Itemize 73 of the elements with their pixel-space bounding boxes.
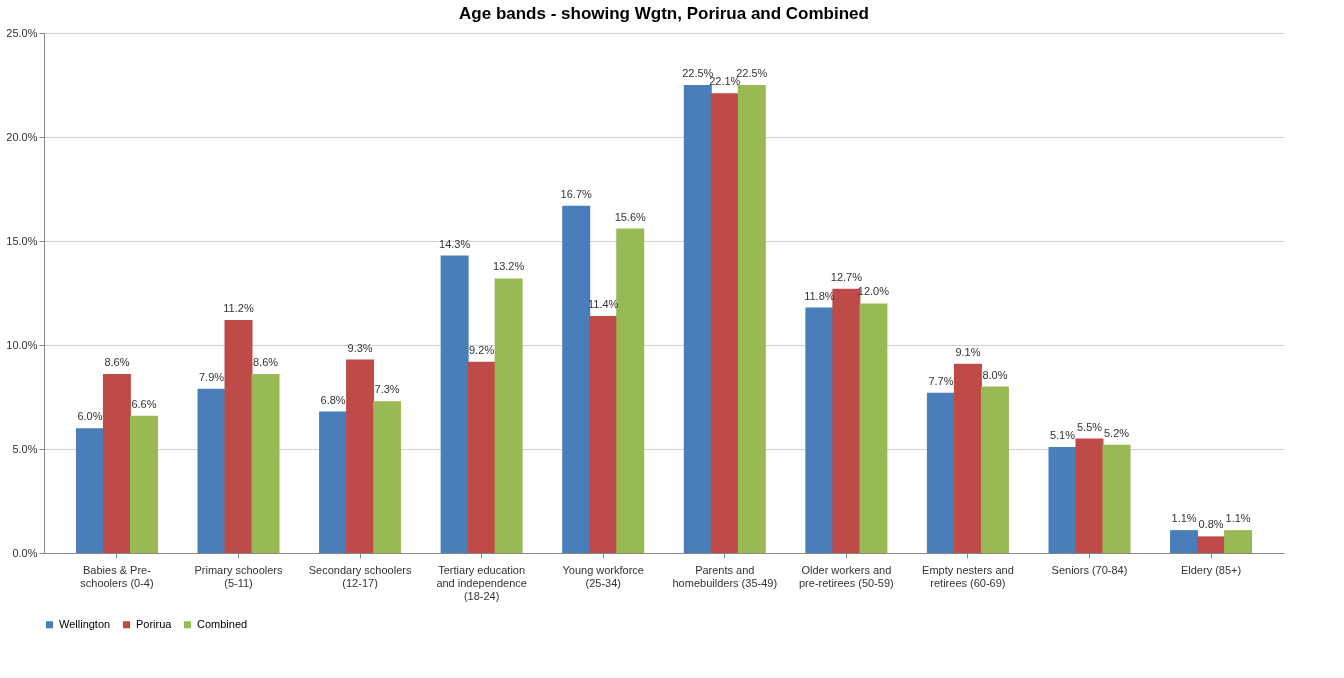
data-label: 5.2% bbox=[1103, 426, 1130, 439]
bar bbox=[102, 374, 131, 553]
legend-label: Wellington bbox=[59, 617, 111, 630]
legend-label: Combined bbox=[197, 617, 248, 630]
data-label: 13.2% bbox=[493, 260, 525, 273]
data-label: 6.0% bbox=[77, 410, 103, 423]
bar bbox=[805, 307, 834, 553]
data-label: 15.6% bbox=[614, 210, 647, 223]
bar bbox=[859, 303, 888, 553]
data-label: 8.0% bbox=[982, 368, 1008, 381]
bar bbox=[926, 392, 955, 553]
x-tick-label: Tertiary education and independence (18-24) bbox=[436, 563, 527, 602]
data-label: 8.6% bbox=[104, 356, 130, 369]
data-label: 12.7% bbox=[830, 270, 863, 283]
data-label: 9.2% bbox=[469, 343, 495, 356]
data-label: 6.8% bbox=[320, 393, 346, 406]
bar bbox=[737, 85, 766, 553]
bar bbox=[1048, 446, 1077, 553]
data-label: 0.8% bbox=[1198, 518, 1224, 531]
data-label: 8.6% bbox=[252, 356, 279, 369]
bar bbox=[616, 228, 645, 553]
data-label: 5.1% bbox=[1049, 428, 1076, 441]
bar bbox=[1102, 444, 1131, 553]
data-label: 9.3% bbox=[347, 341, 373, 354]
data-label: 6.6% bbox=[131, 397, 157, 410]
data-label: 11.2% bbox=[223, 302, 254, 315]
data-label: 9.1% bbox=[955, 345, 981, 358]
x-tick-label: Young workforce (25-34) bbox=[562, 563, 644, 589]
x-tick-label: Seniors (70-84) bbox=[1051, 563, 1128, 576]
bar bbox=[467, 361, 496, 553]
x-tick-label: Secondary schoolers (12-17) bbox=[308, 563, 412, 589]
data-label: 16.7% bbox=[560, 187, 593, 200]
bar bbox=[440, 255, 469, 553]
y-tick-label: 25.0% bbox=[6, 26, 38, 39]
y-tick-label: 5.0% bbox=[12, 442, 38, 455]
bar bbox=[589, 315, 618, 553]
bar bbox=[319, 411, 348, 553]
bar bbox=[129, 415, 158, 553]
bar bbox=[1075, 438, 1104, 553]
data-label: 7.9% bbox=[198, 370, 225, 383]
data-label: 14.3% bbox=[439, 237, 471, 250]
x-tick-label: Babies & Pre-schoolers (0-4) bbox=[80, 563, 154, 589]
bar bbox=[494, 278, 523, 553]
data-label: 7.7% bbox=[928, 374, 954, 387]
bar bbox=[373, 401, 402, 553]
y-tick-label: 20.0% bbox=[6, 130, 38, 143]
x-tick-label: Eldery (85+) bbox=[1180, 563, 1242, 576]
bar bbox=[953, 363, 982, 553]
x-tick-label: Parents and homebuilders (35-49) bbox=[672, 563, 778, 589]
data-label: 1.1% bbox=[1171, 512, 1197, 525]
bar bbox=[197, 388, 226, 553]
bar bbox=[251, 374, 280, 553]
x-tick-label: Older workers and pre-retirees (50-59) bbox=[798, 563, 894, 589]
y-tick-label: 10.0% bbox=[6, 338, 38, 351]
bar bbox=[1197, 536, 1226, 553]
data-label: 5.5% bbox=[1076, 420, 1103, 433]
legend-label: Porirua bbox=[136, 617, 173, 630]
bar bbox=[1224, 530, 1253, 553]
bar bbox=[75, 428, 104, 553]
chart-title: Age bands - showing Wgtn, Porirua and Combined bbox=[459, 4, 869, 23]
bar bbox=[683, 85, 712, 553]
x-tick-label: Primary schoolers (5-11) bbox=[194, 563, 284, 589]
data-label: 7.3% bbox=[374, 383, 400, 396]
x-tick-label: Empty nesters and retirees (60-69) bbox=[922, 563, 1014, 589]
bar bbox=[1170, 530, 1199, 553]
data-label: 1.1% bbox=[1225, 512, 1251, 525]
bar bbox=[562, 205, 591, 553]
y-tick-label: 15.0% bbox=[6, 234, 38, 247]
bar bbox=[346, 359, 375, 553]
bar bbox=[980, 386, 1009, 553]
y-tick-label: 0.0% bbox=[12, 546, 38, 559]
bar bbox=[710, 93, 739, 553]
bar bbox=[224, 320, 253, 553]
